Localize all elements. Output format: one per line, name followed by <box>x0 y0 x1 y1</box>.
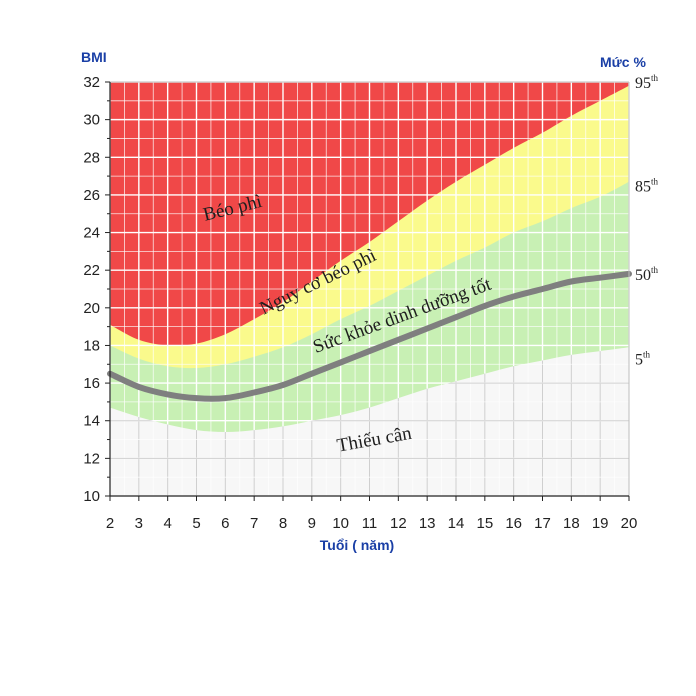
median-50th-line <box>107 270 632 402</box>
x-tick-label: 10 <box>332 515 349 532</box>
y-tick-label: 12 <box>83 450 100 467</box>
y-tick-label: 10 <box>83 488 100 505</box>
x-axis-title: Tuổi ( năm) <box>320 537 394 553</box>
y-tick-label: 20 <box>83 300 100 317</box>
y-axis-title: BMI <box>81 49 107 65</box>
x-ticks: 2 3 4 5 6 7 8 9 10 11 12 13 14 15 16 17 18 19 20 <box>106 496 638 532</box>
right-axis-title: Mức % <box>600 54 646 70</box>
y-tick-label: 26 <box>83 187 100 204</box>
percentile-labels: 95th 85th 50th 5th <box>635 73 659 369</box>
x-tick-label: 7 <box>250 515 258 532</box>
percentile-label: 5th <box>635 350 651 369</box>
x-tick-label: 17 <box>534 515 551 532</box>
y-tick-label: 30 <box>83 112 100 129</box>
x-tick-label: 14 <box>448 515 465 532</box>
x-tick-label: 15 <box>476 515 493 532</box>
percentile-label: 95th <box>635 73 659 92</box>
percentile-suffix: th <box>651 177 659 187</box>
x-tick-label: 6 <box>221 515 229 532</box>
x-tick-label: 8 <box>279 515 287 532</box>
percentile-suffix: th <box>651 73 659 83</box>
percentile-suffix: th <box>643 350 651 360</box>
x-tick-label: 12 <box>390 515 407 532</box>
y-tick-label: 24 <box>83 225 100 242</box>
x-tick-label: 9 <box>308 515 316 532</box>
x-tick-label: 13 <box>419 515 436 532</box>
x-tick-label: 3 <box>135 515 143 532</box>
grid <box>110 82 629 496</box>
y-tick-label: 18 <box>83 337 100 354</box>
y-tick-label: 22 <box>83 262 100 279</box>
x-tick-label: 4 <box>163 515 171 532</box>
y-ticks: 10 12 14 16 18 20 22 24 26 28 30 32 <box>83 74 110 505</box>
x-tick-label: 2 <box>106 515 114 532</box>
y-tick-label: 32 <box>83 74 100 91</box>
percentile-label: 85th <box>635 177 659 196</box>
y-tick-label: 16 <box>83 375 100 392</box>
x-tick-label: 20 <box>621 515 638 532</box>
x-tick-label: 16 <box>505 515 522 532</box>
x-tick-label: 19 <box>592 515 609 532</box>
y-tick-label: 14 <box>83 413 100 430</box>
percentile-suffix: th <box>651 265 659 275</box>
y-tick-label: 28 <box>83 149 100 166</box>
percentile-label: 50th <box>635 265 659 284</box>
x-tick-label: 18 <box>563 515 580 532</box>
x-tick-label: 11 <box>362 515 378 532</box>
x-tick-label: 5 <box>192 515 200 532</box>
